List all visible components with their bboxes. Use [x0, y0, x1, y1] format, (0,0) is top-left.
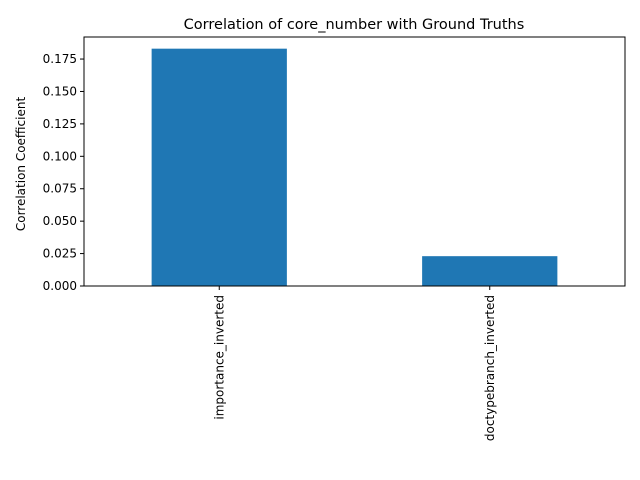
- x-tick-label: importance_inverted: [212, 295, 226, 420]
- y-tick-label: 0.100: [43, 149, 77, 163]
- y-tick-label: 0.075: [43, 182, 77, 196]
- bar-importance_inverted: [151, 48, 287, 286]
- y-axis-label: Correlation Coefficient: [14, 97, 28, 232]
- x-ticks-group: importance_inverted doctypebranch_inverte…: [212, 286, 497, 441]
- y-tick-label: 0.175: [43, 52, 77, 66]
- bar-doctypebranch_inverted: [422, 256, 558, 286]
- y-tick-label: 0.050: [43, 214, 77, 228]
- y-tick-label: 0.150: [43, 84, 77, 98]
- x-tick-label: doctypebranch_inverted: [483, 295, 497, 441]
- y-tick-label: 0.000: [43, 279, 77, 293]
- y-tick-label: 0.025: [43, 247, 77, 261]
- chart-title: Correlation of core_number with Ground T…: [184, 17, 525, 33]
- y-ticks-group: 0.000 0.025 0.050 0.075 0.100 0.125 0.150 0.175: [43, 52, 84, 293]
- y-tick-label: 0.125: [43, 117, 77, 131]
- bars-group: [151, 48, 558, 286]
- plot-frame: [83, 36, 626, 287]
